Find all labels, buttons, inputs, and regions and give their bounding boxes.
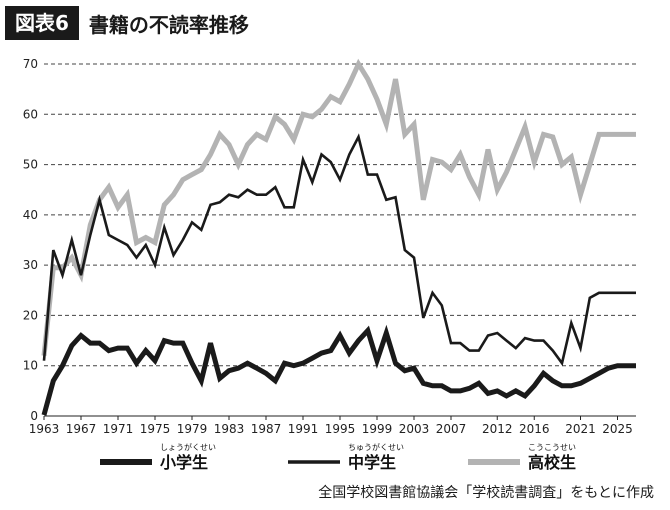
legend-ruby-high-school: こうこうせい [528, 443, 576, 452]
y-tick-label: 50 [23, 158, 38, 172]
x-tick-label: 1975 [140, 422, 171, 436]
y-tick-label: 30 [23, 258, 38, 272]
series-line-elementary [41, 324, 636, 416]
grid-lines [44, 63, 636, 417]
x-tick-label: 2007 [436, 422, 467, 436]
x-tick-label: 1967 [66, 422, 97, 436]
source-note: 全国学校図書館協議会「学校読書調査」をもとに作成 [318, 485, 654, 501]
x-tick-label: 1999 [362, 422, 393, 436]
x-tick-label: 2025 [602, 422, 633, 436]
y-tick-label: 40 [23, 208, 38, 222]
series-lines [41, 58, 636, 416]
x-tick-label: 2016 [519, 422, 550, 436]
y-tick-label: 10 [23, 359, 38, 373]
x-tick-label: 1991 [288, 422, 319, 436]
y-axis-ticks: 0 10 20 30 40 50 60 70 [23, 57, 38, 423]
x-tick-label: 2012 [482, 422, 513, 436]
legend-ruby-junior-high: ちゅうがくせい [348, 442, 404, 452]
legend-ruby-elementary: しょうがくせい [160, 442, 216, 452]
y-tick-label: 60 [23, 107, 38, 121]
x-tick-label: 1963 [29, 422, 60, 436]
x-tick-label: 1971 [103, 422, 134, 436]
legend-label-junior-high: 中学生 [348, 453, 396, 472]
y-tick-label: 0 [30, 409, 38, 423]
series-line-high-school [41, 58, 636, 356]
x-tick-label: 1995 [325, 422, 356, 436]
figure-number-badge: 図表6 [5, 6, 79, 40]
chart-title: 書籍の不読率推移 [88, 12, 249, 37]
y-tick-label: 70 [23, 57, 38, 71]
y-tick-label: 20 [23, 308, 38, 322]
x-tick-label: 1983 [214, 422, 245, 436]
x-tick-label: 2003 [399, 422, 430, 436]
x-axis-ticks: 1963 1967 1971 1975 1979 1983 1987 1991 1995 1999… [29, 416, 633, 436]
figure-header: 図表6 書籍の不読率推移 [5, 6, 249, 40]
series-line-junior-high [42, 133, 636, 367]
legend-label-elementary: 小学生 [160, 453, 208, 472]
x-tick-label: 1979 [177, 422, 208, 436]
x-tick-label: 2021 [565, 422, 596, 436]
x-tick-label: 1987 [251, 422, 282, 436]
legend-label-high-school: 高校生 [528, 453, 576, 472]
